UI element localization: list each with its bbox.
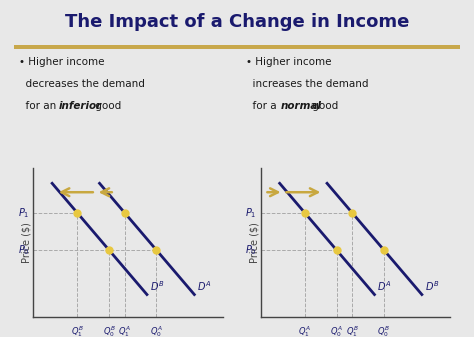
Text: inferior: inferior [58, 101, 101, 111]
Text: normal: normal [281, 101, 321, 111]
Text: The Impact of a Change in Income: The Impact of a Change in Income [65, 13, 409, 31]
Text: $P_0$: $P_0$ [18, 243, 29, 257]
Text: for a: for a [246, 101, 280, 111]
Y-axis label: Price ($): Price ($) [249, 222, 259, 263]
Text: $Q_0^A$: $Q_0^A$ [330, 324, 343, 337]
Text: • Higher income: • Higher income [19, 57, 104, 67]
Text: $D^A$: $D^A$ [377, 279, 392, 293]
Text: $P_1$: $P_1$ [246, 206, 257, 220]
Text: $D^B$: $D^B$ [150, 279, 164, 293]
Text: for an: for an [19, 101, 59, 111]
Text: $Q_0^B$: $Q_0^B$ [102, 324, 116, 337]
Text: • Higher income: • Higher income [246, 57, 332, 67]
Text: $Q_1^B$: $Q_1^B$ [346, 324, 359, 337]
Text: decreases the demand: decreases the demand [19, 79, 145, 89]
Text: $P_0$: $P_0$ [245, 243, 257, 257]
Text: good: good [92, 101, 122, 111]
Y-axis label: Price ($): Price ($) [22, 222, 32, 263]
Text: $D^B$: $D^B$ [425, 279, 439, 293]
Text: $Q_0^B$: $Q_0^B$ [377, 324, 391, 337]
Text: increases the demand: increases the demand [246, 79, 369, 89]
Text: $Q_1^A$: $Q_1^A$ [118, 324, 131, 337]
Text: $Q_1^B$: $Q_1^B$ [71, 324, 84, 337]
Text: $D^A$: $D^A$ [197, 279, 211, 293]
Text: $Q_0^A$: $Q_0^A$ [150, 324, 163, 337]
Text: $Q_1^A$: $Q_1^A$ [299, 324, 311, 337]
Text: good: good [309, 101, 338, 111]
Text: $P_1$: $P_1$ [18, 206, 29, 220]
